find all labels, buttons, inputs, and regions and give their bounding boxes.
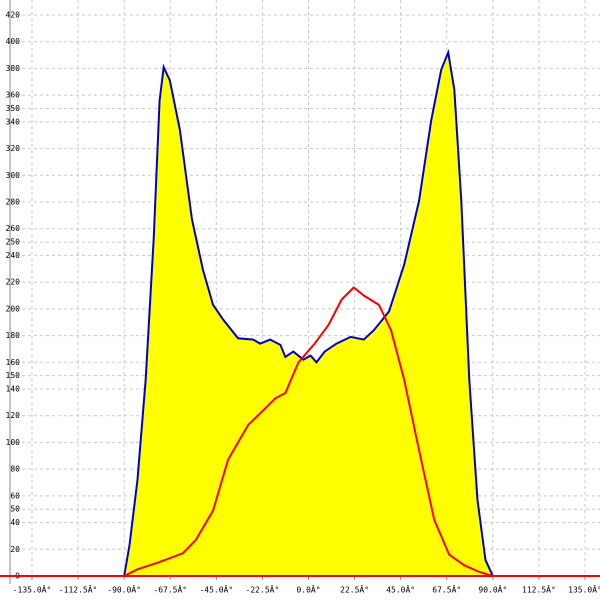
y-tick-label: 240 bbox=[6, 251, 21, 260]
y-tick-label: 60 bbox=[10, 491, 20, 500]
y-tick-label: 100 bbox=[6, 438, 21, 447]
area bbox=[124, 52, 493, 576]
y-tick-label: 260 bbox=[6, 224, 21, 233]
y-tick-label: 280 bbox=[6, 198, 21, 207]
line bbox=[123, 286, 494, 577]
y-tick-label: 300 bbox=[6, 171, 21, 180]
x-tick-label: -45.0Â° bbox=[199, 584, 233, 595]
y-tick-label: 160 bbox=[6, 358, 21, 367]
y-tick-label: 420 bbox=[6, 11, 21, 20]
x-tick-label: 0.0Â° bbox=[296, 584, 320, 595]
y-tick-label: 380 bbox=[6, 64, 21, 73]
y-tick-label: 180 bbox=[6, 331, 21, 340]
x-tick-label: -112.5Â° bbox=[59, 584, 98, 595]
y-tick-label: 320 bbox=[6, 144, 21, 153]
x-tick-label: -22.5Â° bbox=[246, 584, 280, 595]
y-tick-label: 150 bbox=[6, 371, 21, 380]
y-tick-label: 400 bbox=[6, 37, 21, 46]
y-tick-label: 340 bbox=[6, 117, 21, 126]
y-tick-label: 220 bbox=[6, 278, 21, 287]
x-tick-label: 67.5Â° bbox=[432, 584, 461, 595]
y-tick-label: 20 bbox=[10, 545, 20, 554]
y-tick-label: 360 bbox=[6, 91, 21, 100]
x-tick-label: 90.0Â° bbox=[478, 584, 507, 595]
y-tick-label: 200 bbox=[6, 304, 21, 313]
x-tick-label: 112.5Â° bbox=[522, 584, 556, 595]
x-tick-label: 45.0Â° bbox=[386, 584, 415, 595]
y-tick-label: 80 bbox=[10, 465, 20, 474]
y-tick-label: 250 bbox=[6, 238, 21, 247]
y-tick-label: 40 bbox=[10, 518, 20, 527]
y-tick-label: 120 bbox=[6, 411, 21, 420]
y-tick-label: 350 bbox=[6, 104, 21, 113]
x-tick-label: -67.5Â° bbox=[153, 584, 187, 595]
x-tick-label: 22.5Â° bbox=[340, 584, 369, 595]
x-tick-label: 135.0Â° bbox=[568, 584, 600, 595]
y-tick-label: 50 bbox=[10, 505, 20, 514]
y-tick-label: 140 bbox=[6, 385, 21, 394]
x-tick-label: -90.0Â° bbox=[107, 584, 141, 595]
line bbox=[123, 48, 494, 577]
x-tick-label: -135.0Â° bbox=[13, 584, 52, 595]
